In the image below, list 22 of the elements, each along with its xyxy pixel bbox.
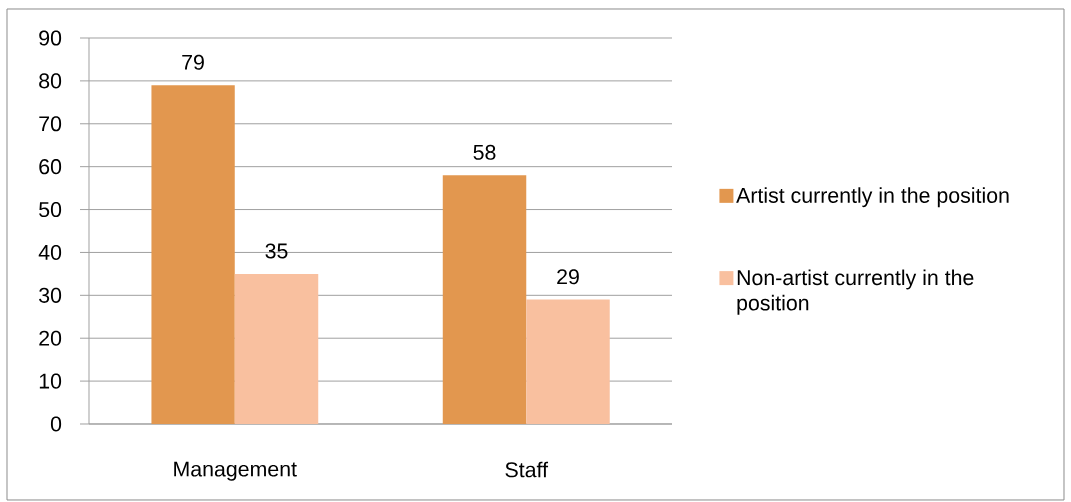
y-tick-label: 50 bbox=[39, 202, 62, 218]
bar bbox=[234, 273, 319, 424]
bar bbox=[526, 299, 610, 424]
y-tick-label: 0 bbox=[50, 416, 62, 432]
y-tick-label: 20 bbox=[39, 330, 62, 346]
x-tick-label: Staff bbox=[505, 461, 549, 478]
data-label: 79 bbox=[182, 54, 204, 70]
data-label: 58 bbox=[473, 144, 496, 160]
data-label: 29 bbox=[557, 269, 579, 285]
y-tick-label: 70 bbox=[39, 116, 62, 132]
bar bbox=[151, 85, 235, 424]
y-tick-label: 60 bbox=[39, 159, 62, 175]
data-label: 35 bbox=[265, 243, 288, 259]
y-tick-label: 30 bbox=[39, 287, 62, 303]
bar bbox=[442, 175, 527, 424]
legend-label: Non-artist currently in the position bbox=[737, 269, 974, 315]
legend-label: Artist currently in the position bbox=[736, 187, 1009, 208]
y-tick-label: 10 bbox=[39, 373, 62, 389]
y-tick-label: 80 bbox=[39, 73, 62, 89]
x-tick-label: Management bbox=[174, 461, 297, 481]
y-tick-label: 40 bbox=[38, 244, 62, 260]
y-tick-label: 90 bbox=[39, 30, 62, 46]
